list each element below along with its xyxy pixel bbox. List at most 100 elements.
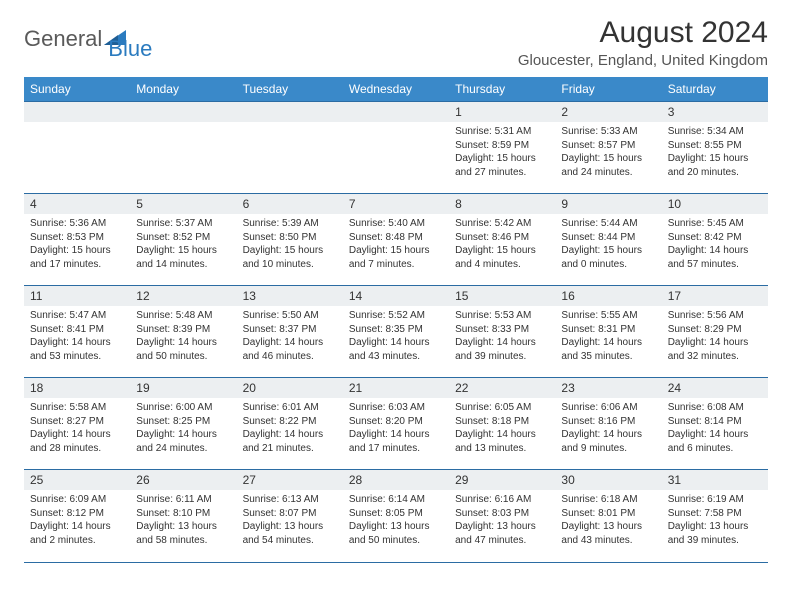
day-number: 14 bbox=[343, 286, 449, 306]
location-text: Gloucester, England, United Kingdom bbox=[518, 52, 768, 69]
day-header: Wednesday bbox=[343, 77, 449, 102]
sunrise-text: Sunrise: 5:53 AM bbox=[455, 309, 549, 323]
sunset-text: Sunset: 8:27 PM bbox=[30, 415, 124, 429]
day-number: 8 bbox=[449, 194, 555, 214]
day-number: 7 bbox=[343, 194, 449, 214]
sunrise-text: Sunrise: 6:00 AM bbox=[136, 401, 230, 415]
daylight-text: Daylight: 13 hours and 39 minutes. bbox=[668, 520, 762, 547]
day-number: 1 bbox=[449, 102, 555, 122]
day-number: 17 bbox=[662, 286, 768, 306]
daylight-text: Daylight: 15 hours and 14 minutes. bbox=[136, 244, 230, 271]
day-details: Sunrise: 5:48 AMSunset: 8:39 PMDaylight:… bbox=[130, 306, 236, 367]
sunset-text: Sunset: 8:14 PM bbox=[668, 415, 762, 429]
day-details: Sunrise: 5:56 AMSunset: 8:29 PMDaylight:… bbox=[662, 306, 768, 367]
sunrise-text: Sunrise: 5:44 AM bbox=[561, 217, 655, 231]
calendar-cell: 29Sunrise: 6:16 AMSunset: 8:03 PMDayligh… bbox=[449, 470, 555, 562]
daylight-text: Daylight: 14 hours and 50 minutes. bbox=[136, 336, 230, 363]
calendar-cell: 15Sunrise: 5:53 AMSunset: 8:33 PMDayligh… bbox=[449, 286, 555, 378]
sunset-text: Sunset: 8:55 PM bbox=[668, 139, 762, 153]
day-details: Sunrise: 5:58 AMSunset: 8:27 PMDaylight:… bbox=[24, 398, 130, 459]
calendar-cell: 6Sunrise: 5:39 AMSunset: 8:50 PMDaylight… bbox=[237, 194, 343, 286]
calendar-cell: 22Sunrise: 6:05 AMSunset: 8:18 PMDayligh… bbox=[449, 378, 555, 470]
day-details: Sunrise: 6:11 AMSunset: 8:10 PMDaylight:… bbox=[130, 490, 236, 551]
calendar-cell: 23Sunrise: 6:06 AMSunset: 8:16 PMDayligh… bbox=[555, 378, 661, 470]
header-row: General Blue August 2024 Gloucester, Eng… bbox=[24, 16, 768, 69]
daylight-text: Daylight: 13 hours and 47 minutes. bbox=[455, 520, 549, 547]
daylight-text: Daylight: 14 hours and 35 minutes. bbox=[561, 336, 655, 363]
sunrise-text: Sunrise: 6:08 AM bbox=[668, 401, 762, 415]
sunset-text: Sunset: 8:29 PM bbox=[668, 323, 762, 337]
day-details: Sunrise: 6:03 AMSunset: 8:20 PMDaylight:… bbox=[343, 398, 449, 459]
day-details: Sunrise: 5:55 AMSunset: 8:31 PMDaylight:… bbox=[555, 306, 661, 367]
day-number: 3 bbox=[662, 102, 768, 122]
daylight-text: Daylight: 14 hours and 28 minutes. bbox=[30, 428, 124, 455]
day-header: Sunday bbox=[24, 77, 130, 102]
sunset-text: Sunset: 8:59 PM bbox=[455, 139, 549, 153]
daylight-text: Daylight: 14 hours and 43 minutes. bbox=[349, 336, 443, 363]
sunrise-text: Sunrise: 6:13 AM bbox=[243, 493, 337, 507]
sunrise-text: Sunrise: 5:33 AM bbox=[561, 125, 655, 139]
sunrise-text: Sunrise: 5:40 AM bbox=[349, 217, 443, 231]
day-details: Sunrise: 5:50 AMSunset: 8:37 PMDaylight:… bbox=[237, 306, 343, 367]
calendar-cell: 24Sunrise: 6:08 AMSunset: 8:14 PMDayligh… bbox=[662, 378, 768, 470]
calendar-cell: 12Sunrise: 5:48 AMSunset: 8:39 PMDayligh… bbox=[130, 286, 236, 378]
sunset-text: Sunset: 8:52 PM bbox=[136, 231, 230, 245]
day-number: 19 bbox=[130, 378, 236, 398]
day-number: 9 bbox=[555, 194, 661, 214]
calendar-cell bbox=[237, 102, 343, 194]
sunset-text: Sunset: 8:16 PM bbox=[561, 415, 655, 429]
calendar-cell: 17Sunrise: 5:56 AMSunset: 8:29 PMDayligh… bbox=[662, 286, 768, 378]
calendar-cell: 28Sunrise: 6:14 AMSunset: 8:05 PMDayligh… bbox=[343, 470, 449, 562]
sunrise-text: Sunrise: 5:42 AM bbox=[455, 217, 549, 231]
sunrise-text: Sunrise: 6:05 AM bbox=[455, 401, 549, 415]
sunset-text: Sunset: 8:37 PM bbox=[243, 323, 337, 337]
calendar-cell bbox=[24, 102, 130, 194]
calendar-cell: 8Sunrise: 5:42 AMSunset: 8:46 PMDaylight… bbox=[449, 194, 555, 286]
calendar-cell: 30Sunrise: 6:18 AMSunset: 8:01 PMDayligh… bbox=[555, 470, 661, 562]
day-number: 25 bbox=[24, 470, 130, 490]
calendar-cell: 26Sunrise: 6:11 AMSunset: 8:10 PMDayligh… bbox=[130, 470, 236, 562]
daylight-text: Daylight: 15 hours and 27 minutes. bbox=[455, 152, 549, 179]
daylight-text: Daylight: 14 hours and 39 minutes. bbox=[455, 336, 549, 363]
sunset-text: Sunset: 8:46 PM bbox=[455, 231, 549, 245]
daylight-text: Daylight: 13 hours and 54 minutes. bbox=[243, 520, 337, 547]
day-details: Sunrise: 6:16 AMSunset: 8:03 PMDaylight:… bbox=[449, 490, 555, 551]
calendar-cell: 21Sunrise: 6:03 AMSunset: 8:20 PMDayligh… bbox=[343, 378, 449, 470]
sunrise-text: Sunrise: 5:50 AM bbox=[243, 309, 337, 323]
day-number: 31 bbox=[662, 470, 768, 490]
daylight-text: Daylight: 14 hours and 17 minutes. bbox=[349, 428, 443, 455]
brand-left: General bbox=[24, 26, 102, 52]
daylight-text: Daylight: 14 hours and 9 minutes. bbox=[561, 428, 655, 455]
daylight-text: Daylight: 14 hours and 32 minutes. bbox=[668, 336, 762, 363]
calendar-cell: 18Sunrise: 5:58 AMSunset: 8:27 PMDayligh… bbox=[24, 378, 130, 470]
calendar-cell: 20Sunrise: 6:01 AMSunset: 8:22 PMDayligh… bbox=[237, 378, 343, 470]
sunset-text: Sunset: 8:22 PM bbox=[243, 415, 337, 429]
day-details: Sunrise: 6:08 AMSunset: 8:14 PMDaylight:… bbox=[662, 398, 768, 459]
calendar-cell: 14Sunrise: 5:52 AMSunset: 8:35 PMDayligh… bbox=[343, 286, 449, 378]
sunset-text: Sunset: 8:42 PM bbox=[668, 231, 762, 245]
day-details: Sunrise: 5:31 AMSunset: 8:59 PMDaylight:… bbox=[449, 122, 555, 183]
daylight-text: Daylight: 14 hours and 57 minutes. bbox=[668, 244, 762, 271]
sunset-text: Sunset: 8:01 PM bbox=[561, 507, 655, 521]
calendar-cell bbox=[130, 102, 236, 194]
day-details: Sunrise: 5:34 AMSunset: 8:55 PMDaylight:… bbox=[662, 122, 768, 183]
day-details: Sunrise: 6:19 AMSunset: 7:58 PMDaylight:… bbox=[662, 490, 768, 551]
day-number: 23 bbox=[555, 378, 661, 398]
daylight-text: Daylight: 14 hours and 21 minutes. bbox=[243, 428, 337, 455]
sunrise-text: Sunrise: 5:48 AM bbox=[136, 309, 230, 323]
day-number: 10 bbox=[662, 194, 768, 214]
day-details: Sunrise: 6:05 AMSunset: 8:18 PMDaylight:… bbox=[449, 398, 555, 459]
sunset-text: Sunset: 8:39 PM bbox=[136, 323, 230, 337]
sunset-text: Sunset: 8:03 PM bbox=[455, 507, 549, 521]
calendar-cell: 5Sunrise: 5:37 AMSunset: 8:52 PMDaylight… bbox=[130, 194, 236, 286]
month-title: August 2024 bbox=[518, 16, 768, 50]
sunrise-text: Sunrise: 6:11 AM bbox=[136, 493, 230, 507]
sunrise-text: Sunrise: 5:56 AM bbox=[668, 309, 762, 323]
sunset-text: Sunset: 8:44 PM bbox=[561, 231, 655, 245]
daylight-text: Daylight: 13 hours and 58 minutes. bbox=[136, 520, 230, 547]
calendar-week-row: 4Sunrise: 5:36 AMSunset: 8:53 PMDaylight… bbox=[24, 194, 768, 286]
sunset-text: Sunset: 8:18 PM bbox=[455, 415, 549, 429]
calendar-week-row: 25Sunrise: 6:09 AMSunset: 8:12 PMDayligh… bbox=[24, 470, 768, 562]
day-number: 5 bbox=[130, 194, 236, 214]
day-header: Tuesday bbox=[237, 77, 343, 102]
